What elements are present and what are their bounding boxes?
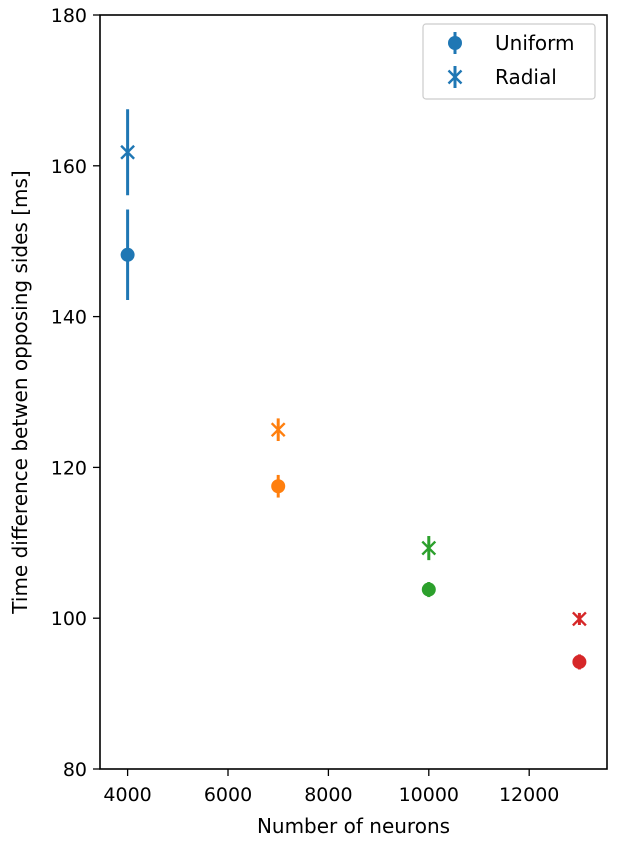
y-tick-label: 140	[51, 307, 87, 329]
data-point	[270, 422, 286, 438]
legend-marker	[448, 36, 462, 50]
chart-marks	[120, 109, 587, 670]
legend-label: Uniform	[495, 31, 575, 55]
data-point	[271, 479, 286, 494]
legend: Uniform Radial	[422, 23, 596, 100]
data-point	[421, 540, 437, 556]
x-marker-stroke	[120, 144, 135, 160]
x-tick-label: 10000	[399, 784, 459, 806]
y-tick-label: 180	[51, 5, 87, 27]
x-marker-stroke	[572, 611, 587, 627]
legend-box	[422, 23, 596, 100]
y-tick-label: 100	[51, 608, 87, 630]
x-marker-stroke	[270, 422, 286, 438]
y-tick-label: 160	[51, 156, 87, 178]
y-axis-label: Time difference betwen opposing sides [m…	[8, 170, 32, 614]
x-axis: 4000 6000 8000 10000 12000	[103, 769, 559, 806]
x-tick-label: 4000	[103, 784, 151, 806]
data-point	[421, 582, 436, 597]
series-uniform	[120, 209, 587, 670]
x-marker-stroke	[421, 540, 437, 556]
x-tick-label: 12000	[499, 784, 559, 806]
x-tick-label: 6000	[204, 784, 252, 806]
data-point	[572, 611, 587, 627]
data-point	[120, 144, 135, 160]
series-radial	[120, 109, 587, 627]
x-marker-stroke	[447, 69, 463, 85]
legend-item-uniform: Uniform	[448, 31, 575, 55]
legend-item-radial: Radial	[447, 65, 557, 89]
legend-marker	[447, 69, 463, 85]
y-tick-label: 80	[63, 759, 87, 781]
plot-frame	[99, 14, 608, 770]
data-point	[120, 247, 135, 262]
x-tick-label: 8000	[304, 784, 352, 806]
data-point	[572, 654, 587, 669]
y-axis: 80 100 120 140 160 180	[51, 5, 100, 781]
x-axis-label: Number of neurons	[257, 814, 450, 838]
y-tick-label: 120	[51, 457, 87, 479]
legend-label: Radial	[495, 65, 557, 89]
